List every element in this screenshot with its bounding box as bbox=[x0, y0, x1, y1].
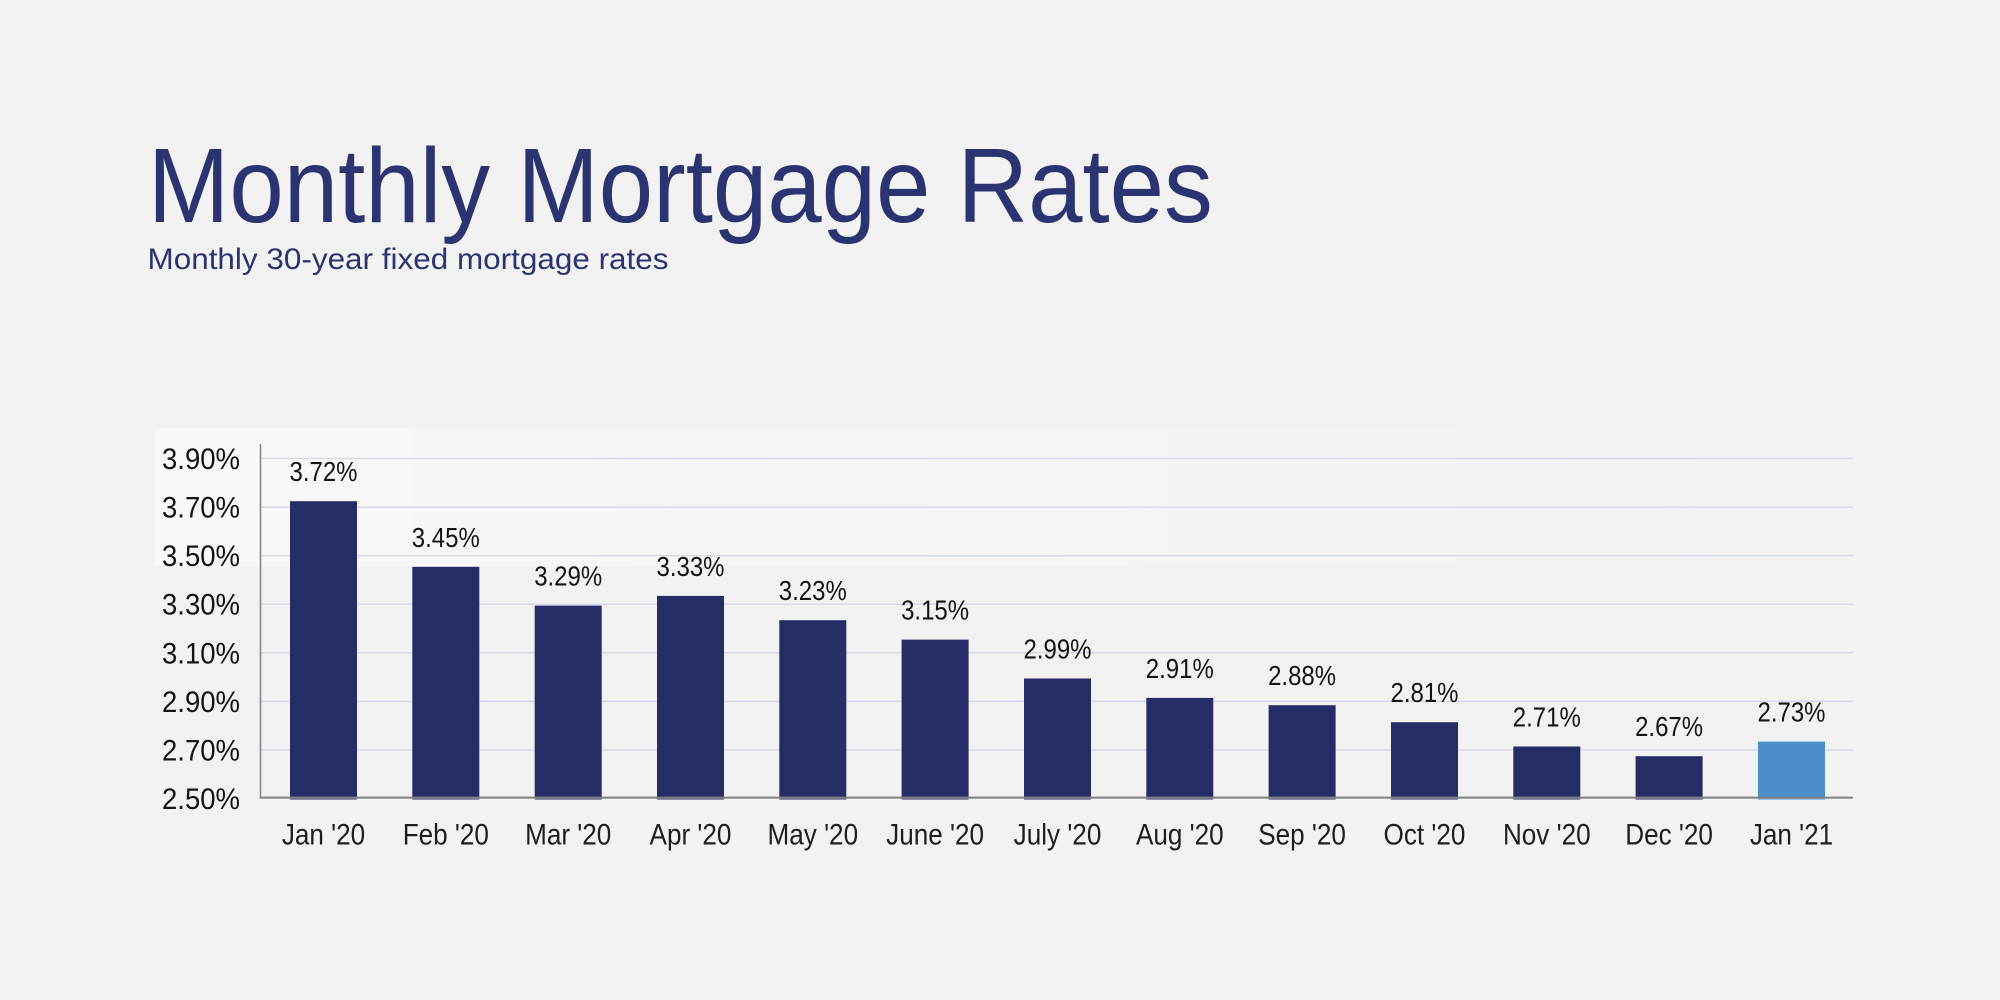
svg-text:3.29%: 3.29% bbox=[534, 561, 602, 592]
svg-text:2.88%: 2.88% bbox=[1268, 660, 1336, 691]
svg-text:Oct '20: Oct '20 bbox=[1384, 818, 1466, 851]
svg-text:3.15%: 3.15% bbox=[901, 595, 969, 626]
svg-text:2.71%: 2.71% bbox=[1513, 702, 1581, 733]
svg-text:3.23%: 3.23% bbox=[779, 575, 847, 606]
svg-text:3.50%: 3.50% bbox=[162, 540, 240, 573]
svg-text:Sep '20: Sep '20 bbox=[1258, 818, 1346, 851]
svg-text:2.99%: 2.99% bbox=[1024, 634, 1092, 665]
svg-text:Jan '21: Jan '21 bbox=[1750, 818, 1833, 851]
svg-text:June '20: June '20 bbox=[886, 818, 984, 851]
svg-text:2.73%: 2.73% bbox=[1758, 697, 1826, 728]
svg-text:2.67%: 2.67% bbox=[1635, 711, 1703, 742]
svg-text:3.90%: 3.90% bbox=[162, 443, 240, 476]
svg-text:2.81%: 2.81% bbox=[1391, 677, 1459, 708]
svg-text:Nov '20: Nov '20 bbox=[1503, 818, 1591, 851]
svg-text:Aug '20: Aug '20 bbox=[1136, 818, 1224, 851]
svg-text:Apr '20: Apr '20 bbox=[650, 818, 732, 851]
svg-text:3.72%: 3.72% bbox=[290, 456, 358, 487]
svg-text:2.90%: 2.90% bbox=[162, 686, 240, 719]
svg-text:3.70%: 3.70% bbox=[162, 492, 240, 525]
svg-text:3.33%: 3.33% bbox=[657, 551, 725, 582]
svg-text:Monthly 30-year fixed mortgage: Monthly 30-year fixed mortgage rates bbox=[148, 243, 669, 276]
svg-text:2.70%: 2.70% bbox=[162, 734, 240, 767]
svg-text:Jan '20: Jan '20 bbox=[282, 818, 365, 851]
svg-text:May '20: May '20 bbox=[768, 818, 859, 851]
svg-text:2.91%: 2.91% bbox=[1146, 653, 1214, 684]
svg-text:2.50%: 2.50% bbox=[162, 783, 240, 816]
svg-text:3.10%: 3.10% bbox=[162, 637, 240, 670]
svg-text:Mar '20: Mar '20 bbox=[525, 818, 611, 851]
svg-text:Dec '20: Dec '20 bbox=[1625, 818, 1713, 851]
svg-text:Monthly Mortgage Rates: Monthly Mortgage Rates bbox=[148, 127, 1213, 245]
svg-text:Feb '20: Feb '20 bbox=[403, 818, 489, 851]
svg-text:July '20: July '20 bbox=[1014, 818, 1102, 851]
svg-text:3.30%: 3.30% bbox=[162, 589, 240, 622]
svg-text:3.45%: 3.45% bbox=[412, 522, 480, 553]
